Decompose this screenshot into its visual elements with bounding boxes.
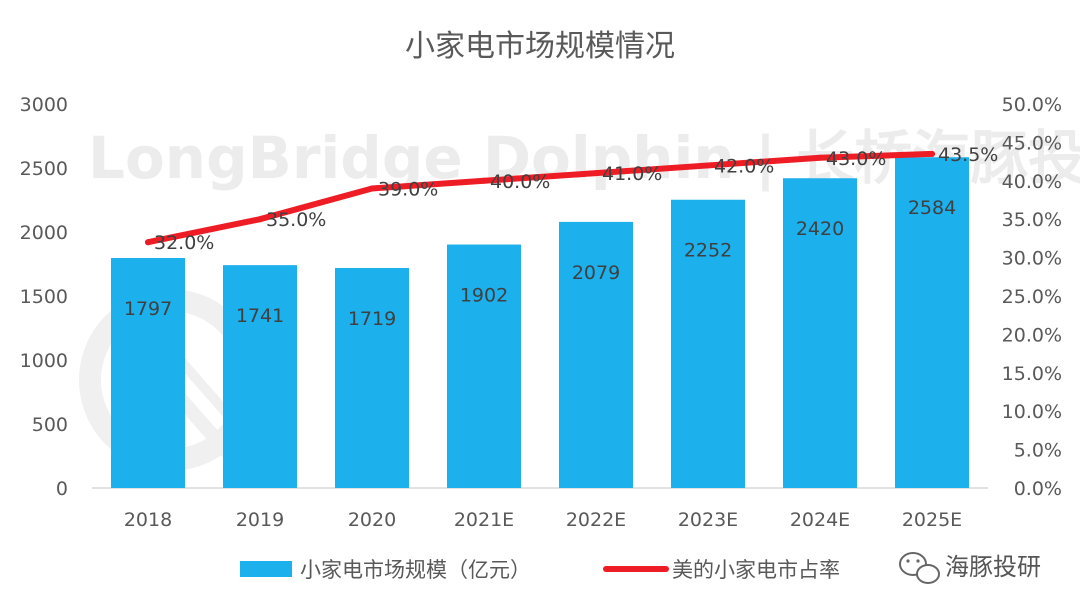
y-left-tick-label: 500 <box>32 414 68 436</box>
bar-2023e <box>671 199 745 488</box>
x-tick-label: 2019 <box>236 509 284 531</box>
y-right-tick-label: 50.0% <box>1002 94 1062 116</box>
line-point <box>369 185 375 192</box>
bar-labels-group: 1797 1741 1719 1902 2079 2252 2420 2584 <box>124 197 956 330</box>
bar-2022e <box>559 221 633 488</box>
y-left-tick-label: 3000 <box>20 94 68 116</box>
line-point <box>705 162 711 169</box>
left-axis: 0 500 1000 1500 2000 2500 3000 <box>20 94 68 500</box>
bar-2025e <box>895 157 969 489</box>
right-axis: 0.0% 5.0% 10.0% 15.0% 20.0% 25.0% 30.0% 35.0% 40… <box>1002 94 1062 500</box>
bar-2021e <box>447 244 521 488</box>
y-left-tick-label: 2000 <box>20 222 68 244</box>
wechat-icon <box>899 552 940 584</box>
series-line-share <box>145 150 935 246</box>
y-right-tick-label: 10.0% <box>1002 401 1062 423</box>
legend-label-bar: 小家电市场规模（亿元） <box>300 558 531 582</box>
y-right-tick-label: 45.0% <box>1002 132 1062 154</box>
x-tick-label: 2025E <box>902 509 962 531</box>
y-right-tick-label: 30.0% <box>1002 248 1062 270</box>
brand-mark: 海豚投研 <box>899 552 1041 584</box>
x-tick-label: 2023E <box>678 509 738 531</box>
y-left-tick-label: 1500 <box>20 286 68 308</box>
x-tick-label: 2020 <box>348 509 396 531</box>
line-labels-group: 32.0% 35.0% 39.0% 40.0% 41.0% 42.0% 43.0% 43.5% <box>145 144 998 254</box>
x-tick-label: 2024E <box>790 509 850 531</box>
y-right-tick-label: 5.0% <box>1014 440 1062 462</box>
bar-2018 <box>111 257 185 488</box>
line-value-label: 35.0% <box>266 209 326 231</box>
brand-label: 海豚投研 <box>945 553 1041 581</box>
bar-value-label: 2584 <box>908 197 956 219</box>
line-point <box>257 216 263 223</box>
line-value-label: 32.0% <box>154 232 214 254</box>
y-left-tick-label: 0 <box>56 478 68 500</box>
bar-value-label: 2420 <box>796 218 844 240</box>
x-axis: 2018 2019 2020 2021E 2022E 2023E 2024E 2025E <box>124 509 962 531</box>
bar-value-label: 1902 <box>460 285 508 307</box>
y-right-tick-label: 40.0% <box>1002 171 1062 193</box>
x-tick-label: 2018 <box>124 509 172 531</box>
line-point <box>481 177 487 184</box>
bar-value-label: 1741 <box>236 305 284 327</box>
x-tick-label: 2021E <box>454 509 514 531</box>
bar-value-label: 1719 <box>348 308 396 330</box>
line-point <box>145 239 151 246</box>
legend: 小家电市场规模（亿元） 美的小家电市占率 <box>240 558 840 582</box>
bar-2020 <box>335 267 409 488</box>
legend-label-line: 美的小家电市占率 <box>672 558 840 582</box>
y-right-tick-label: 15.0% <box>1002 363 1062 385</box>
line-value-label: 40.0% <box>490 171 550 193</box>
line-point <box>929 150 935 157</box>
y-right-tick-label: 0.0% <box>1014 478 1062 500</box>
line-value-label: 39.0% <box>378 178 438 200</box>
line-value-label: 41.0% <box>602 163 662 185</box>
y-right-tick-label: 20.0% <box>1002 324 1062 346</box>
x-tick-label: 2022E <box>566 509 626 531</box>
bar-value-label: 2079 <box>572 262 620 284</box>
bar-2024e <box>783 178 857 489</box>
bar-value-label: 1797 <box>124 298 172 320</box>
y-right-tick-label: 25.0% <box>1002 286 1062 308</box>
bar-2019 <box>223 265 297 488</box>
y-right-tick-label: 35.0% <box>1002 209 1062 231</box>
line-value-label: 42.0% <box>714 155 774 177</box>
bar-value-label: 2252 <box>684 240 732 262</box>
y-left-tick-label: 2500 <box>20 158 68 180</box>
chart-title: 小家电市场规模情况 <box>405 29 675 64</box>
line-value-label: 43.0% <box>826 148 886 170</box>
line-point <box>817 154 823 161</box>
y-left-tick-label: 1000 <box>20 350 68 372</box>
legend-swatch-bar <box>240 561 292 577</box>
line-value-label: 43.5% <box>938 144 998 166</box>
line-point <box>593 170 599 177</box>
bars-group <box>111 157 969 489</box>
